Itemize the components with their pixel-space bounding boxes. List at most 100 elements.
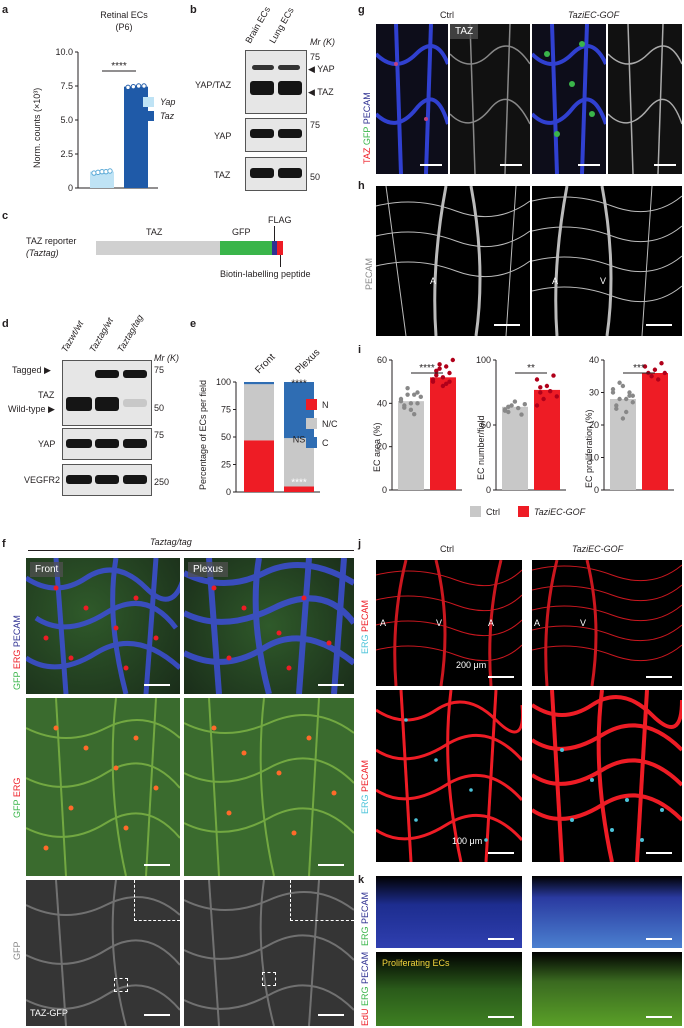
h-ctrl-pecam: A <box>376 186 530 336</box>
i-legend-ctrl: Ctrl <box>486 507 500 517</box>
blot-taz <box>245 157 307 191</box>
f-front-gfp: TAZ-GFP <box>26 880 180 1026</box>
f-bottom-tag: TAZ-GFP <box>30 1008 68 1018</box>
f-roi-1 <box>114 978 128 992</box>
blot-d-taz <box>62 360 152 426</box>
lane-wtwt: Tazwt/wt <box>59 318 86 354</box>
panel-c-title1: TAZ reporter <box>26 236 77 246</box>
k-row-label-1: ERG PECAM <box>360 891 370 946</box>
d-tagged: Tagged ▶ <box>12 365 51 375</box>
panel-g-gof: TaziEC-GOF <box>568 10 620 20</box>
a-point <box>107 168 113 174</box>
a-tick-label: 5.0 <box>60 115 73 125</box>
i-tick-label: 60 <box>377 355 387 365</box>
i-point <box>627 390 632 395</box>
f-inset-2 <box>290 880 354 921</box>
panel-j-ctrl: Ctrl <box>440 544 454 554</box>
i-point <box>538 390 543 395</box>
panel-b-mr: Mr (K) <box>310 37 335 47</box>
i-ylabel-1: EC area (%) <box>372 422 382 472</box>
i-point <box>534 403 540 408</box>
i-tick-label: 0 <box>594 485 599 495</box>
legend-n-swatch <box>306 399 317 410</box>
construct-gfp <box>220 241 272 255</box>
e-group-label: Front <box>253 352 277 376</box>
i-point <box>412 411 417 417</box>
i-point <box>440 383 446 389</box>
b-arrow-taz: ◀ TAZ <box>308 87 334 97</box>
i-point <box>512 399 518 404</box>
i-point <box>447 379 452 384</box>
i-point <box>522 402 527 407</box>
seg-biotin-label: Biotin-labelling peptide <box>220 269 311 279</box>
panel-i-letter: i <box>358 344 362 356</box>
i-point <box>418 394 423 400</box>
i-point <box>538 385 543 390</box>
g-gof-merge <box>532 24 606 174</box>
a-point <box>130 83 137 90</box>
i-point <box>554 394 559 399</box>
i-point <box>440 375 446 380</box>
d-row1-label: TAZ <box>38 390 55 400</box>
construct-taz <box>96 241 220 255</box>
k-gof-top <box>532 876 682 948</box>
legend-yap-label: Yap <box>160 97 176 107</box>
i-bar-TaziEC-GOF <box>430 377 456 490</box>
i-point <box>516 405 521 411</box>
panel-k-letter: k <box>358 874 365 886</box>
e-seg-Plexus-C <box>284 382 314 439</box>
f-row3-label: GFP <box>12 941 22 960</box>
panel-b-row2-label: YAP <box>214 131 232 141</box>
a-tick-label: 7.5 <box>60 81 73 91</box>
panel-b-row3-label: TAZ <box>214 170 231 180</box>
e-seg-Plexus-N <box>284 486 314 492</box>
i-point <box>642 364 648 369</box>
h-row-label: PECAM <box>364 257 374 290</box>
k-scalebar-1 <box>488 938 514 940</box>
k-ctrl-top <box>376 876 522 948</box>
j-gof-low: A V <box>532 560 682 686</box>
f-plexus-gfperg <box>184 698 354 876</box>
i-point <box>617 380 622 385</box>
h-v-label: V <box>600 276 607 286</box>
e-sig-bot: **** <box>291 477 307 488</box>
b-marker-75b: 75 <box>310 120 321 130</box>
i-point <box>649 374 654 379</box>
j-ctrl-low: A V A 200 μm <box>376 560 522 686</box>
j-scalebar-1 <box>488 676 514 678</box>
panel-a-subtitle: (P6) <box>115 22 133 32</box>
i-point <box>534 377 540 382</box>
h-scalebar-2 <box>646 324 672 326</box>
panel-a-title: Retinal ECs <box>100 10 148 20</box>
panel-a-letter: a <box>2 4 9 16</box>
k-scalebar-3 <box>488 1016 514 1018</box>
panel-b-letter: b <box>190 4 197 16</box>
legend-nc-label: N/C <box>322 419 338 429</box>
i-point <box>444 364 449 369</box>
i-point <box>408 401 414 406</box>
j-scalebar-4 <box>646 852 672 854</box>
j-row-label-1: ERG PECAM <box>360 599 370 654</box>
h-a-label-2: A <box>552 276 559 286</box>
a-sig: **** <box>111 61 127 72</box>
j-scalebar-3 <box>488 852 514 854</box>
j-row-label-2: ERG PECAM <box>360 759 370 814</box>
b-arrow-yap: ◀ YAP <box>308 64 335 74</box>
i-point <box>630 400 635 405</box>
g-scalebar-4 <box>654 164 676 166</box>
seg-taz-label: TAZ <box>146 227 163 237</box>
i-point <box>652 367 658 372</box>
panel-f-letter: f <box>2 538 6 550</box>
i-point <box>656 377 661 382</box>
blot-d-yap <box>62 428 152 460</box>
h-a-label: A <box>430 276 437 286</box>
blot-d-vegfr2 <box>62 464 152 496</box>
e-seg-Front-N/C <box>244 384 274 441</box>
i-point <box>408 407 414 413</box>
i-tick-label: 0 <box>486 485 491 495</box>
i-point <box>506 409 511 415</box>
i-sig: **** <box>419 363 435 374</box>
i-point <box>412 392 417 397</box>
i-sig: *** <box>633 363 645 374</box>
panel-c-letter: c <box>2 210 9 222</box>
